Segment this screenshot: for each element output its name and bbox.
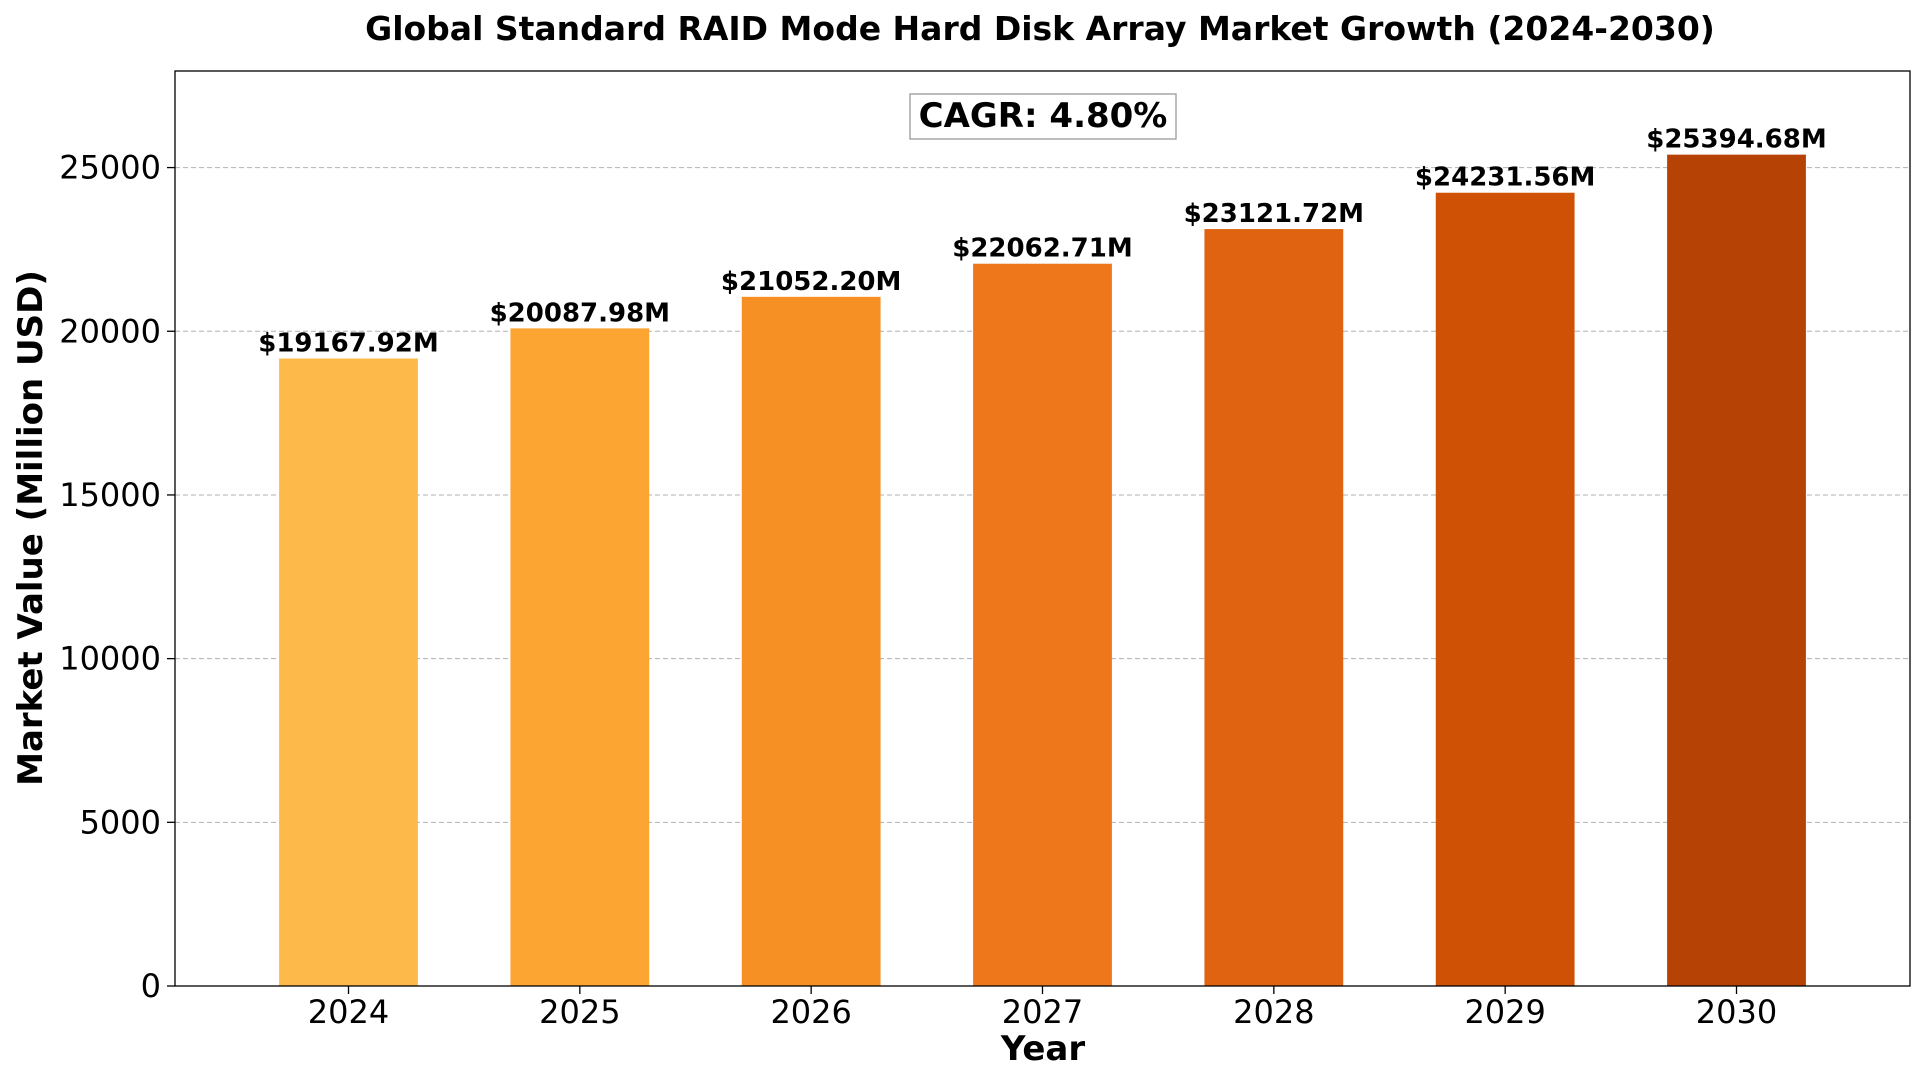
data-label-2026: $21052.20M bbox=[721, 267, 901, 297]
data-label-2028: $23121.72M bbox=[1184, 199, 1364, 229]
data-label-2025: $20087.98M bbox=[490, 298, 670, 328]
bars bbox=[279, 154, 1806, 987]
y-tick-label: 10000 bbox=[59, 640, 161, 678]
x-tick-label: 2030 bbox=[1696, 993, 1777, 1031]
x-tick-label: 2026 bbox=[770, 993, 851, 1031]
cagr-text: CAGR: 4.80% bbox=[919, 96, 1168, 136]
data-label-2029: $24231.56M bbox=[1415, 163, 1595, 193]
data-labels: $19167.92M $20087.98M $21052.20M $22062.71M… bbox=[258, 125, 1826, 359]
y-axis-label: Market Value (Million USD) bbox=[11, 270, 51, 786]
y-tick-label: 25000 bbox=[59, 149, 161, 187]
y-tick-label: 5000 bbox=[80, 803, 161, 841]
bar-2030 bbox=[1667, 154, 1806, 987]
data-label-2030: $25394.68M bbox=[1646, 125, 1826, 155]
x-tick-label: 2028 bbox=[1233, 993, 1314, 1031]
x-axis-label: Year bbox=[1000, 1029, 1086, 1069]
bar-2028 bbox=[1204, 229, 1344, 987]
x-tick-label: 2027 bbox=[1002, 993, 1083, 1031]
bar-2029 bbox=[1435, 192, 1575, 986]
y-tick-label: 15000 bbox=[59, 476, 161, 514]
x-tick-label: 2024 bbox=[308, 993, 389, 1031]
y-tick-label: 20000 bbox=[59, 312, 161, 350]
bar-2024 bbox=[279, 358, 418, 986]
cagr-annotation: CAGR: 4.80% bbox=[909, 93, 1177, 140]
plot-frame bbox=[174, 70, 1911, 987]
bar-2027 bbox=[973, 263, 1112, 986]
bar-2025 bbox=[510, 328, 650, 987]
data-label-2027: $22062.71M bbox=[952, 234, 1132, 264]
cagr-box bbox=[909, 93, 1177, 140]
x-tick-label: 2025 bbox=[539, 993, 620, 1031]
y-axis-ticks: 0 5000 10000 15000 20000 25000 bbox=[59, 149, 175, 1005]
x-tick-label: 2029 bbox=[1464, 993, 1545, 1031]
x-axis-ticks: 2024 2025 2026 2027 2028 2029 2030 bbox=[308, 986, 1777, 1031]
bar-2026 bbox=[741, 296, 881, 986]
data-label-2024: $19167.92M bbox=[258, 328, 438, 358]
y-tick-label: 0 bbox=[141, 967, 161, 1005]
chart-title: Global Standard RAID Mode Hard Disk Arra… bbox=[365, 9, 1715, 48]
